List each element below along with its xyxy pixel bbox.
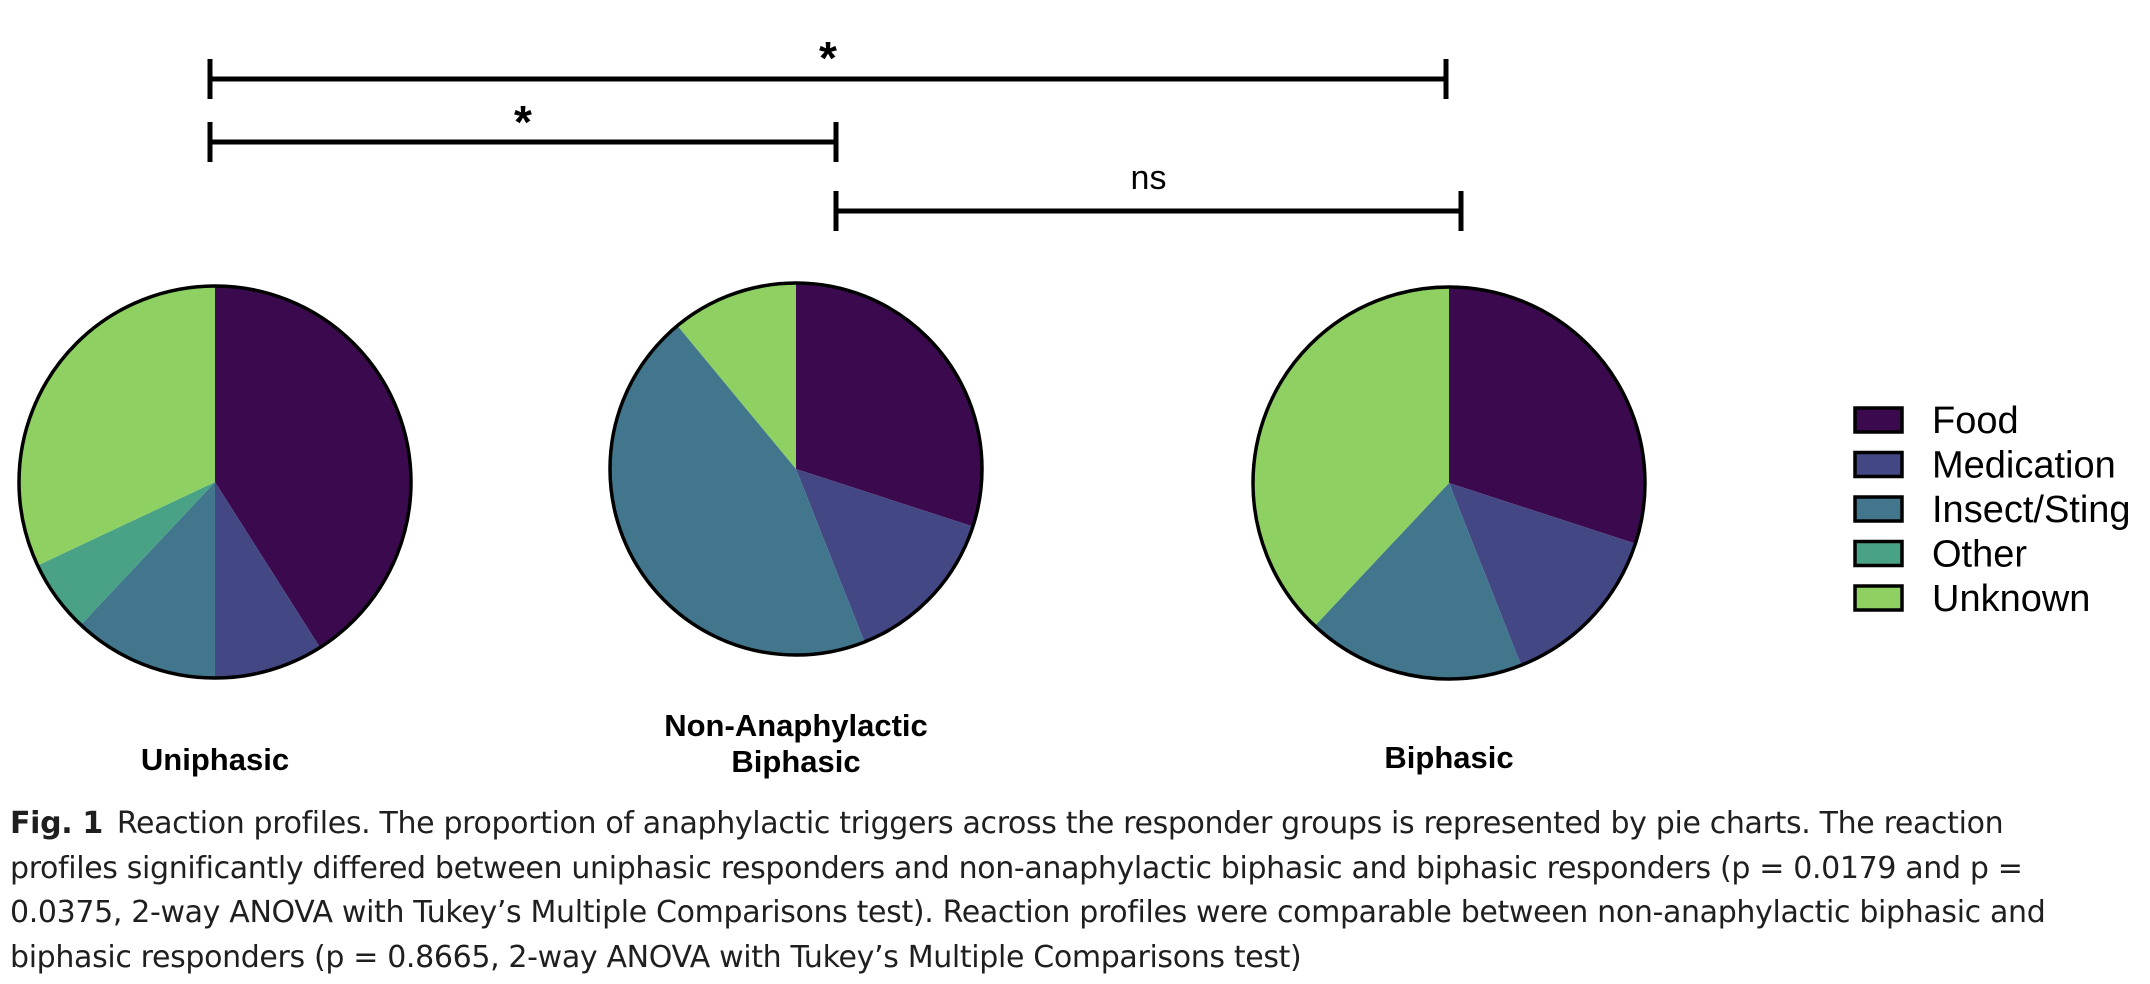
comparison-uniphasic-vs-biphasic: *: [207, 32, 1449, 99]
slice-food: [215, 286, 412, 648]
legend-swatch: [1853, 495, 1904, 523]
pie-outline: [1251, 285, 1647, 681]
slice-insect-sting: [609, 325, 865, 656]
legend-item-other: Other: [1853, 534, 2027, 576]
slice-unknown: [1252, 287, 1449, 626]
significance-label: *: [819, 32, 837, 84]
significance-brackets: * * ns: [207, 32, 1464, 231]
caption-text: Reaction profiles. The proportion of ana…: [10, 806, 2046, 975]
group-label: Biphasic: [1384, 740, 1513, 775]
slice-other: [37, 482, 216, 625]
legend-item-medication: Medication: [1853, 445, 2116, 487]
legend-label: Other: [1932, 534, 2027, 576]
slice-insect-sting: [80, 482, 215, 678]
slice-medication: [215, 482, 321, 678]
pie-uniphasic: [17, 284, 413, 680]
group-label: Uniphasic: [141, 742, 289, 777]
pie-outline: [17, 284, 413, 680]
pie-charts: [17, 281, 1647, 681]
slice-insect-sting: [1314, 483, 1522, 680]
pie-biphasic: [1251, 285, 1647, 681]
figure-caption: Fig. 1 Reaction profiles. The proportion …: [10, 802, 2120, 980]
legend-label: Food: [1932, 400, 2019, 442]
slice-food: [796, 283, 983, 527]
legend-swatch: [1853, 406, 1904, 434]
legend-item-insect-sting: Insect/Sting: [1853, 489, 2131, 531]
comparison-non-anaphylactic-biphasic-vs-biphasic: ns: [833, 159, 1464, 231]
significance-label: *: [514, 96, 532, 148]
legend-label: Insect/Sting: [1932, 489, 2131, 531]
group-label: Non-Anaphylactic: [664, 708, 928, 743]
figure-number: Fig. 1: [10, 806, 103, 841]
slice-unknown: [18, 286, 216, 566]
legend-item-unknown: Unknown: [1853, 578, 2090, 620]
legend-label: Medication: [1932, 445, 2116, 487]
comparison-uniphasic-vs-non-anaphylactic-biphasic: *: [207, 96, 839, 162]
legend-swatch: [1853, 584, 1904, 612]
legend-swatch: [1853, 539, 1904, 568]
slice-food: [1449, 286, 1646, 544]
group-label: Biphasic: [731, 744, 860, 779]
slice-unknown: [677, 282, 796, 469]
legend-label: Unknown: [1932, 578, 2090, 620]
legend-swatch: [1853, 450, 1904, 479]
pie-outline: [608, 281, 984, 657]
legend-item-food: Food: [1853, 400, 2019, 442]
significance-label: ns: [1131, 159, 1167, 197]
pie-non-anaphylactic-biphasic: [608, 281, 984, 657]
